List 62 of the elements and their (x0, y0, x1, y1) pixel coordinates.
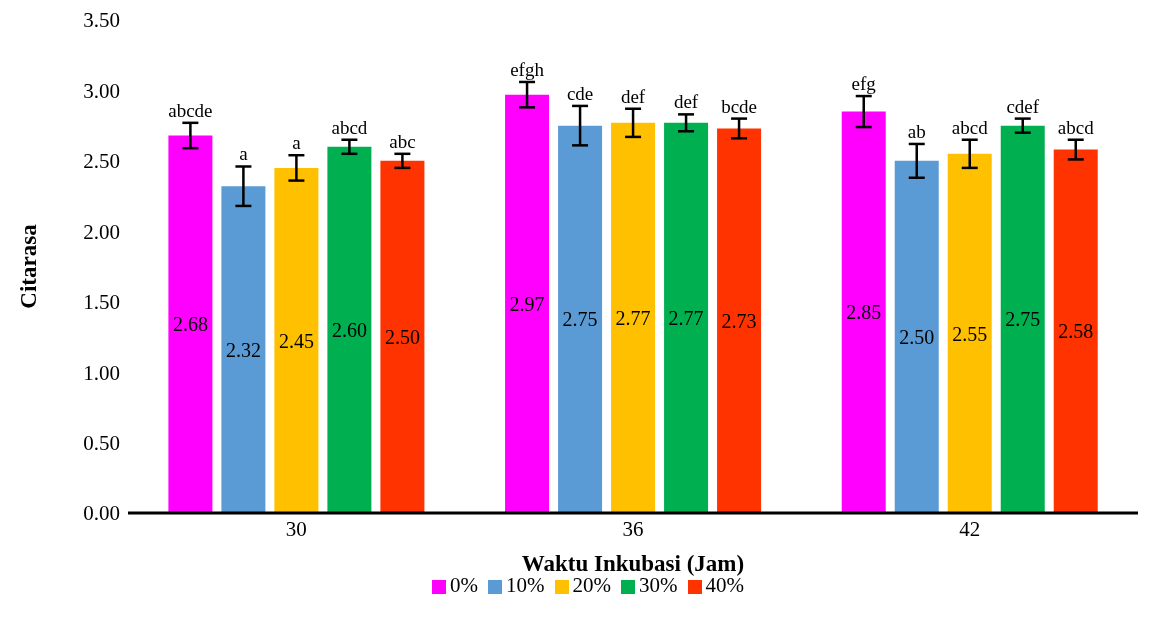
annotation: bcde (721, 95, 757, 117)
data-label: 2.97 (509, 292, 545, 315)
x-axis-title: Waktu Inkubasi (Jam) (521, 551, 745, 576)
data-label: 2.75 (562, 308, 598, 331)
y-tick-label: 3.50 (83, 8, 120, 33)
bar (274, 167, 319, 513)
annotation: cde (566, 82, 594, 104)
bar (611, 122, 656, 513)
legend-label: 10% (506, 573, 545, 597)
bar (841, 111, 886, 513)
data-label: 2.50 (384, 326, 420, 349)
data-label: 2.60 (331, 318, 367, 341)
bar (947, 153, 992, 513)
y-tick-label: 0.50 (83, 431, 120, 456)
bar (505, 94, 550, 513)
legend-label: 20% (572, 573, 611, 597)
data-label: 2.75 (1005, 308, 1041, 331)
x-tick-label: 36 (622, 516, 644, 541)
bar (664, 122, 709, 513)
bar (1000, 125, 1045, 513)
y-tick-label: 3.00 (83, 78, 120, 103)
legend-label: 0% (450, 573, 478, 597)
annotation: ab (907, 120, 926, 142)
y-tick-label: 0.00 (83, 501, 120, 526)
x-tick-label: 42 (959, 516, 981, 541)
bar (380, 160, 425, 513)
bar (221, 186, 266, 513)
data-label: 2.77 (668, 307, 704, 330)
data-label: 2.85 (846, 301, 882, 324)
annotation: a (239, 143, 249, 165)
annotation: efg (851, 73, 877, 95)
annotation: efgh (510, 58, 545, 80)
y-tick-label: 1.50 (83, 290, 120, 315)
data-label: 2.68 (172, 313, 208, 336)
data-label: 2.50 (899, 326, 935, 349)
data-label: 2.55 (952, 322, 988, 345)
bar (168, 135, 213, 513)
bar (717, 128, 762, 513)
annotation: abcd (331, 116, 368, 138)
data-label: 2.45 (278, 329, 314, 352)
bar (327, 146, 372, 513)
annotation: abcd (951, 116, 989, 138)
data-label: 2.73 (721, 309, 757, 332)
y-tick-label: 2.50 (83, 149, 120, 174)
annotation: def (620, 85, 646, 107)
data-label: 2.32 (225, 338, 261, 361)
annotation: def (673, 91, 699, 113)
annotation: abc (389, 130, 416, 152)
bar (1053, 149, 1098, 513)
annotation: abcd (1057, 116, 1095, 138)
x-tick-label: 30 (285, 516, 307, 541)
bar (894, 160, 939, 513)
data-label: 2.58 (1058, 320, 1094, 343)
bar (558, 125, 603, 513)
y-axis-title: Citarasa (16, 223, 42, 309)
annotation: cdef (1006, 95, 1040, 117)
y-tick-label: 1.00 (83, 360, 120, 385)
legend-label: 30% (639, 573, 678, 597)
annotation: abcde (168, 99, 213, 121)
annotation: a (292, 132, 302, 154)
data-label: 2.77 (615, 307, 651, 330)
y-tick-label: 2.00 (83, 219, 120, 244)
